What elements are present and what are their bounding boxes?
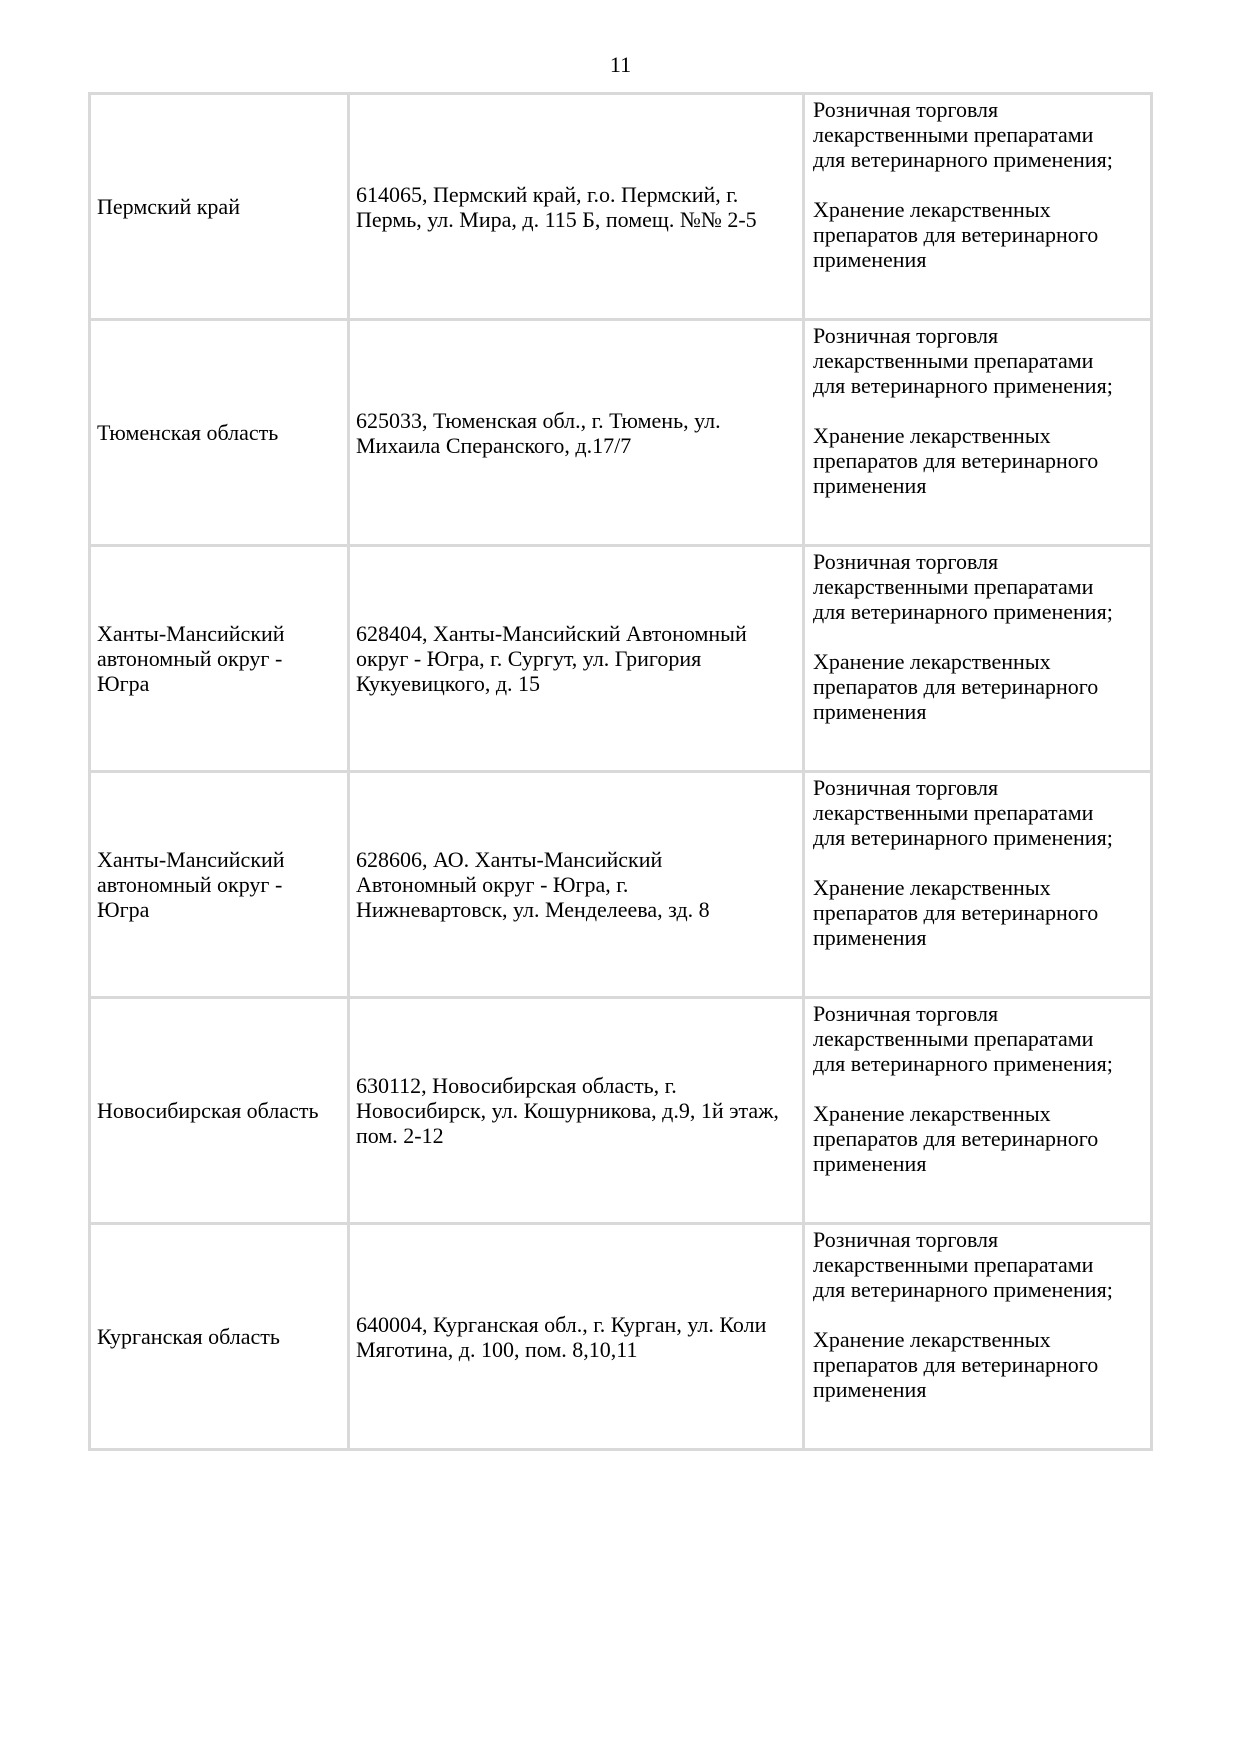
address-cell: 630112, Новосибирская область, г. Новоси… [347, 996, 805, 1225]
address-cell: 614065, Пермский край, г.о. Пермский, г.… [347, 92, 805, 321]
activity-retail: Розничная торговля лекарственными препар… [813, 97, 1113, 172]
activities-cell: Розничная торговля лекарственными препар… [802, 770, 1153, 999]
activities-cell: Розничная торговля лекарственными препар… [802, 996, 1153, 1225]
table-row: Пермский край 614065, Пермский край, г.о… [88, 92, 1153, 321]
region-cell: Пермский край [88, 92, 350, 321]
page-number: 11 [609, 52, 632, 77]
table-row: Курганская область 640004, Курганская об… [88, 1222, 1153, 1451]
activities-cell: Розничная торговля лекарственными препар… [802, 318, 1153, 547]
activity-retail: Розничная торговля лекарственными препар… [813, 775, 1113, 850]
region-cell: Курганская область [88, 1222, 350, 1451]
activity-storage: Хранение лекарственных препаратов для ве… [813, 423, 1099, 498]
address-cell: 640004, Курганская обл., г. Курган, ул. … [347, 1222, 805, 1451]
region-cell: Ханты-Мансийский автономный округ - Югра [88, 544, 350, 773]
activity-retail: Розничная торговля лекарственными препар… [813, 1001, 1113, 1076]
license-regions-table: Пермский край 614065, Пермский край, г.о… [88, 92, 1153, 1451]
table-row: Ханты-Мансийский автономный округ - Югра… [88, 544, 1153, 773]
activity-storage: Хранение лекарственных препаратов для ве… [813, 197, 1099, 272]
address-cell: 628404, Ханты-Мансийский Автономный окру… [347, 544, 805, 773]
activity-storage: Хранение лекарственных препаратов для ве… [813, 875, 1099, 950]
activities-cell: Розничная торговля лекарственными препар… [802, 92, 1153, 321]
activity-storage: Хранение лекарственных препаратов для ве… [813, 1101, 1099, 1176]
activities-cell: Розничная торговля лекарственными препар… [802, 1222, 1153, 1451]
region-cell: Тюменская область [88, 318, 350, 547]
region-cell: Ханты-Мансийский автономный округ - Югра [88, 770, 350, 999]
table-row: Новосибирская область 630112, Новосибирс… [88, 996, 1153, 1225]
table-row: Тюменская область 625033, Тюменская обл.… [88, 318, 1153, 547]
address-cell: 628606, АО. Ханты-Мансийский Автономный … [347, 770, 805, 999]
activity-retail: Розничная торговля лекарственными препар… [813, 1227, 1113, 1302]
region-cell: Новосибирская область [88, 996, 350, 1225]
activity-storage: Хранение лекарственных препаратов для ве… [813, 1327, 1099, 1402]
activity-retail: Розничная торговля лекарственными препар… [813, 323, 1113, 398]
activity-retail: Розничная торговля лекарственными препар… [813, 549, 1113, 624]
table-row: Ханты-Мансийский автономный округ - Югра… [88, 770, 1153, 999]
activities-cell: Розничная торговля лекарственными препар… [802, 544, 1153, 773]
activity-storage: Хранение лекарственных препаратов для ве… [813, 649, 1099, 724]
address-cell: 625033, Тюменская обл., г. Тюмень, ул. М… [347, 318, 805, 547]
